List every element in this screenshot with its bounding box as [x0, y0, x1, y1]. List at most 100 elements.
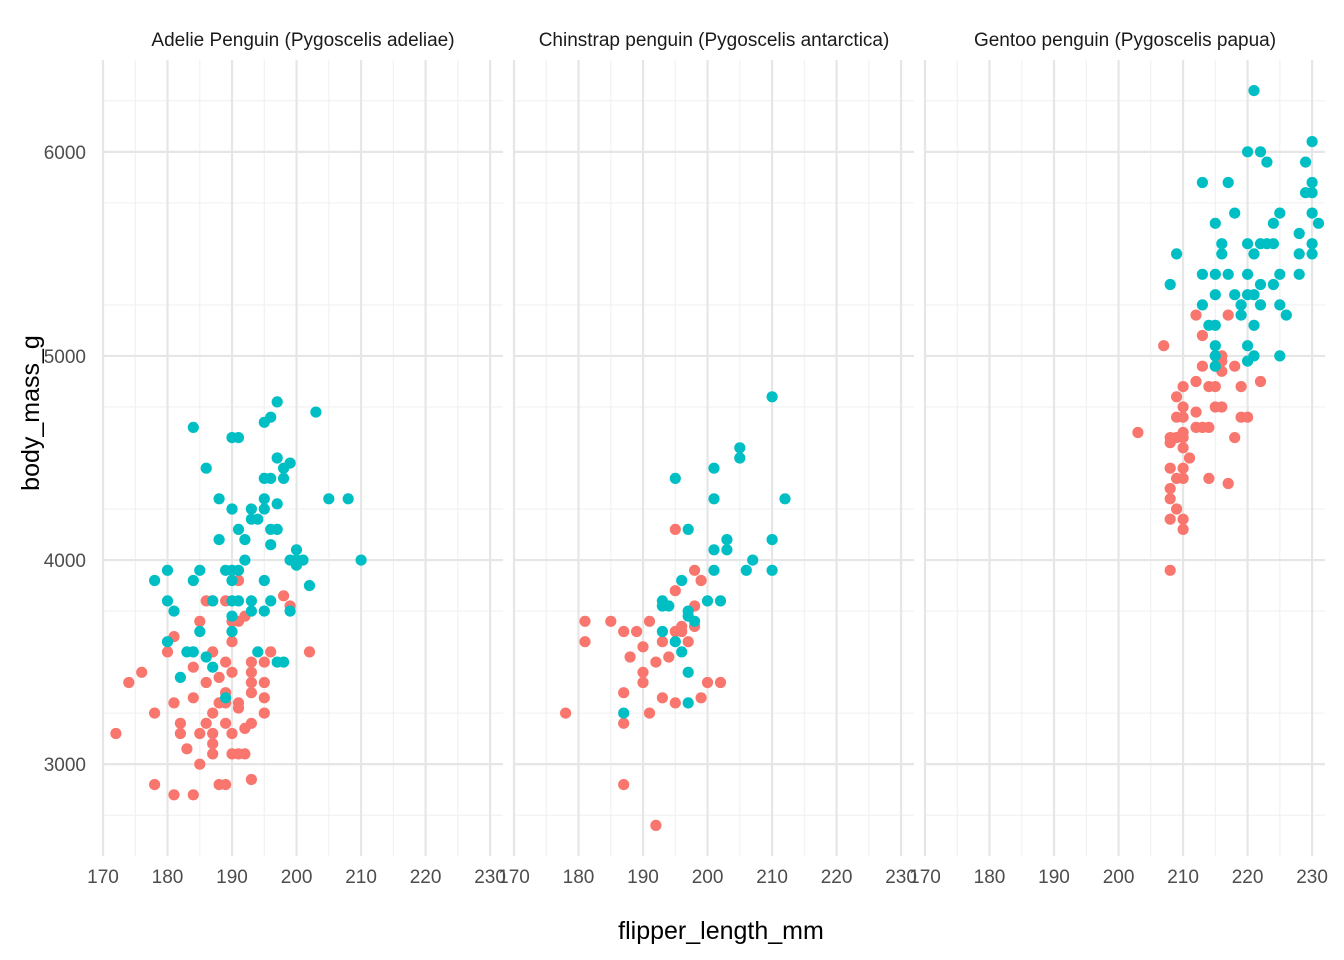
- data-point: [232, 523, 245, 536]
- data-point: [1229, 207, 1241, 219]
- data-point: [1242, 340, 1254, 352]
- data-point: [258, 676, 270, 689]
- data-point: [1183, 452, 1196, 464]
- data-point: [226, 625, 238, 638]
- data-point: [110, 727, 122, 740]
- data-point: [1248, 248, 1260, 260]
- data-point: [618, 779, 630, 791]
- data-point: [161, 636, 174, 648]
- data-point: [669, 523, 681, 536]
- data-point: [708, 493, 720, 505]
- data-point: [1196, 299, 1208, 311]
- data-point: [624, 651, 636, 663]
- data-point: [721, 544, 733, 556]
- data-point: [1164, 493, 1176, 505]
- data-point: [618, 717, 630, 729]
- data-point: [187, 789, 199, 801]
- data-point: [643, 615, 656, 627]
- data-point: [174, 717, 186, 729]
- data-point: [676, 574, 688, 587]
- data-point: [1248, 289, 1260, 301]
- data-point: [194, 625, 206, 638]
- data-point: [714, 595, 727, 607]
- data-point: [663, 600, 675, 612]
- data-point: [239, 554, 251, 566]
- x-tick-label: 210: [756, 867, 788, 888]
- data-point: [258, 605, 270, 617]
- data-point: [1177, 462, 1189, 474]
- data-point: [708, 564, 720, 576]
- facet-panel-2: Chinstrap penguin (Pygoscelis antarctica…: [498, 30, 917, 888]
- data-point: [1216, 401, 1228, 413]
- data-point: [1235, 299, 1247, 311]
- x-axis-title: flipper_length_mm: [618, 917, 824, 945]
- data-point: [1293, 227, 1305, 240]
- data-point: [1216, 238, 1228, 250]
- data-point: [1229, 289, 1241, 301]
- data-point: [226, 574, 238, 587]
- data-point: [734, 452, 746, 464]
- data-point: [1242, 146, 1254, 158]
- x-tick-label: 190: [216, 867, 248, 888]
- x-tick-label: 200: [281, 867, 313, 888]
- data-point: [1177, 432, 1189, 444]
- data-point: [245, 676, 257, 689]
- data-point: [1177, 442, 1189, 454]
- data-point: [258, 656, 270, 668]
- data-point: [1306, 207, 1318, 219]
- data-point: [220, 692, 232, 704]
- data-point: [1196, 268, 1208, 280]
- x-tick-label: 170: [909, 867, 941, 888]
- data-point: [1267, 278, 1279, 291]
- data-point: [1306, 248, 1318, 260]
- x-tick-label: 180: [974, 867, 1006, 888]
- data-point: [701, 676, 714, 689]
- data-point: [1171, 248, 1183, 260]
- data-point: [1274, 207, 1286, 219]
- data-point: [284, 457, 296, 469]
- data-point: [1164, 564, 1176, 576]
- x-tick-label: 170: [498, 867, 530, 888]
- data-point: [1164, 278, 1176, 291]
- data-point: [1209, 350, 1221, 362]
- data-point: [1209, 360, 1221, 372]
- data-point: [232, 697, 245, 709]
- data-point: [226, 666, 238, 678]
- data-point: [560, 707, 572, 719]
- data-point: [258, 574, 270, 587]
- data-point: [168, 789, 180, 801]
- data-point: [1293, 248, 1305, 260]
- x-tick-label: 220: [821, 867, 853, 888]
- data-point: [682, 666, 694, 678]
- data-point: [1196, 360, 1208, 372]
- data-point: [355, 554, 367, 566]
- data-point: [265, 411, 277, 423]
- data-point: [187, 646, 199, 658]
- data-point: [252, 646, 264, 658]
- data-point: [1209, 381, 1221, 393]
- data-point: [1254, 278, 1267, 291]
- data-point: [245, 717, 257, 729]
- data-point: [1196, 176, 1208, 189]
- data-point: [232, 564, 245, 576]
- data-point: [226, 610, 238, 622]
- data-point: [194, 727, 206, 740]
- data-point: [1209, 289, 1221, 301]
- x-tick-label: 200: [1103, 867, 1135, 888]
- data-point: [200, 651, 212, 663]
- data-point: [1177, 472, 1189, 484]
- data-point: [226, 727, 238, 740]
- data-point: [161, 646, 174, 658]
- x-tick-label: 190: [1038, 867, 1070, 888]
- data-point: [1132, 426, 1144, 439]
- data-point: [1254, 146, 1267, 158]
- data-point: [579, 615, 591, 627]
- data-point: [290, 544, 303, 556]
- data-point: [1248, 85, 1260, 97]
- data-point: [1196, 329, 1208, 342]
- data-point: [1261, 156, 1273, 168]
- data-point: [310, 406, 322, 418]
- facet-panel-1: Adelie Penguin (Pygoscelis adeliae) 170 18…: [87, 30, 506, 888]
- data-point: [1306, 238, 1318, 250]
